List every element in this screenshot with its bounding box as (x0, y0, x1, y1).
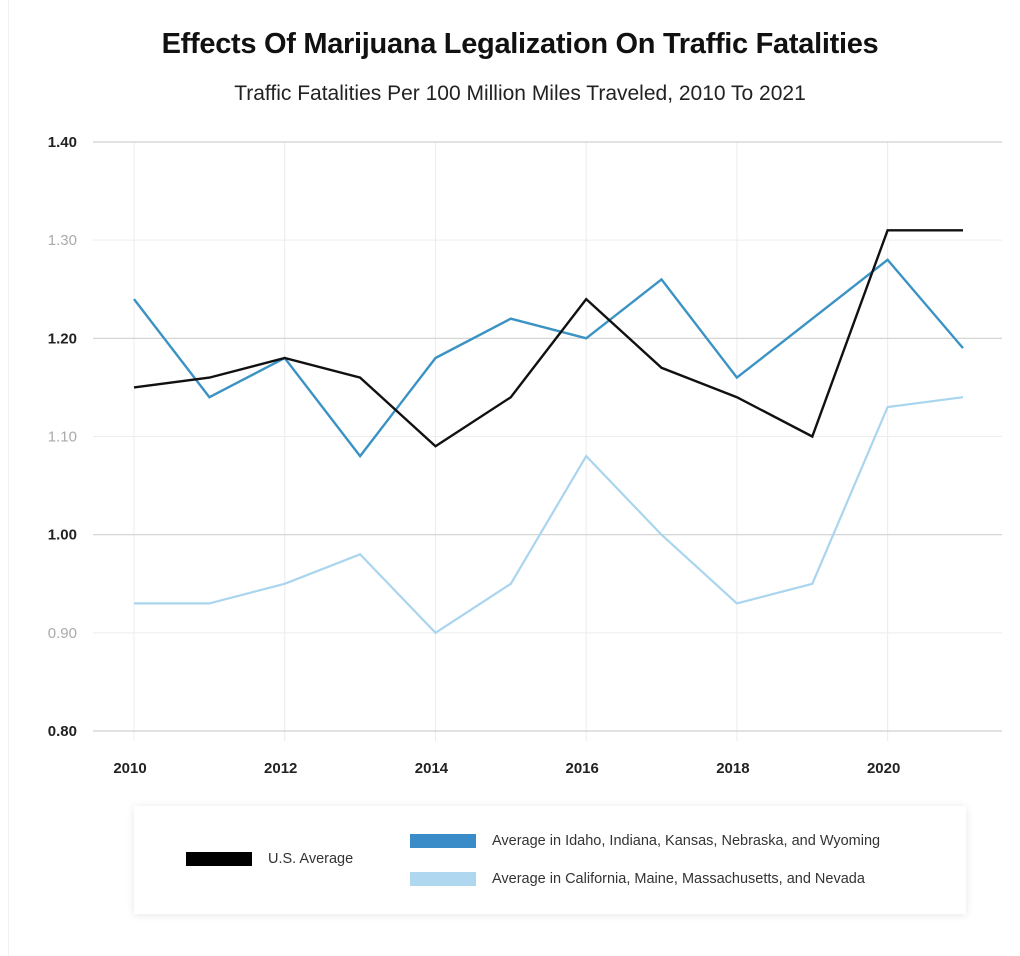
legend-swatch-non-legal-states (410, 834, 476, 848)
x-tick-label-2010: 2010 (113, 760, 146, 777)
y-tick-label-1.10: 1.10 (48, 429, 77, 446)
y-tick-label-0.80: 0.80 (48, 723, 77, 740)
series-line-non-legal-states (133, 258, 964, 459)
x-tick-label-2012: 2012 (264, 760, 297, 777)
x-axis-tick-labels: 2010 2012 2014 2016 2018 2020 (113, 760, 900, 777)
y-tick-label-1.40: 1.40 (48, 134, 77, 151)
y-axis-tick-labels: 1.40 1.30 1.20 1.10 1.00 0.90 0.80 (48, 134, 77, 740)
legend-label-non-legal-states: Average in Idaho, Indiana, Kansas, Nebra… (492, 833, 881, 849)
vertical-gridlines (133, 142, 889, 741)
legend-label-legal-states: Average in California, Maine, Massachuse… (492, 871, 865, 887)
legend-item-legal-states: Average in California, Maine, Massachuse… (410, 871, 865, 887)
x-tick-label-2016: 2016 (565, 760, 598, 777)
y-tick-label-1.20: 1.20 (48, 330, 77, 347)
legend-item-us-average: U.S. Average (186, 851, 353, 867)
series-line-legal-states (134, 396, 964, 635)
series-lines (133, 229, 964, 635)
horizontal-gridlines (93, 141, 1002, 732)
series-line-us-average (133, 229, 963, 448)
line-chart: 1.401.301.201.101.000.900.80 2010 2012 201… (48, 134, 1002, 777)
legend-label-us-average: U.S. Average (268, 851, 354, 867)
legend-item-non-legal-states: Average in Idaho, Indiana, Kansas, Nebra… (410, 833, 880, 849)
chart-subtitle: Traffic Fatalities Per 100 Million Miles… (234, 82, 806, 105)
y-tick-label-1.00: 1.00 (48, 527, 77, 544)
x-tick-label-2020: 2020 (867, 760, 900, 777)
legend: U.S. Average Average in Idaho, Indiana, … (134, 806, 966, 914)
x-tick-label-2014: 2014 (415, 760, 449, 777)
page-edge-line (8, 0, 9, 956)
legend-swatch-legal-states (410, 872, 476, 886)
x-tick-label-2018: 2018 (716, 760, 749, 777)
y-tick-label-0.90: 0.90 (48, 625, 77, 642)
legend-swatch-us-average (186, 852, 252, 866)
chart-title: Effects Of Marijuana Legalization On Tra… (161, 28, 879, 60)
y-tick-label-1.30: 1.30 (48, 232, 77, 249)
